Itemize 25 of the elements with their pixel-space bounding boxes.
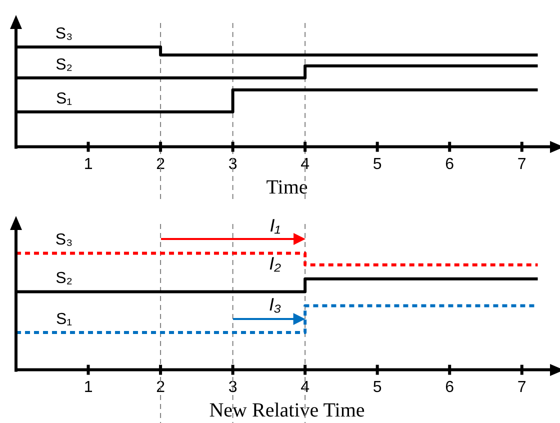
x-tick-label: 1: [84, 378, 93, 396]
series-label: S₃: [55, 232, 73, 249]
x-tick-label: 6: [445, 378, 454, 396]
x-tick-label: 1: [84, 156, 93, 173]
x-tick-label: 5: [372, 156, 382, 173]
series-label: S₃: [55, 25, 73, 42]
x-tick-label: 2: [156, 156, 166, 173]
series-label: S₁: [56, 310, 72, 328]
x-tick-label: 7: [517, 378, 526, 396]
x-tick-label: 4: [300, 156, 310, 173]
x-tick-label: 4: [300, 378, 310, 396]
x-tick-label: 2: [156, 378, 166, 396]
series-label: S₂: [56, 56, 72, 74]
x-tick-label: 3: [228, 156, 238, 173]
annotation: I₃: [268, 294, 282, 315]
text: I₁: [270, 215, 281, 236]
annotation: I₂: [269, 254, 282, 274]
x-tick-label: 7: [517, 156, 526, 173]
x-tick-label: 3: [228, 378, 238, 396]
x-axis-title: New Relative Time: [209, 399, 365, 422]
series-label: S₁: [56, 90, 72, 108]
x-tick-label: 5: [372, 378, 382, 396]
series-label: S₂: [56, 270, 72, 288]
x-axis-title: Time: [266, 176, 308, 198]
x-tick-label: 6: [445, 156, 454, 173]
